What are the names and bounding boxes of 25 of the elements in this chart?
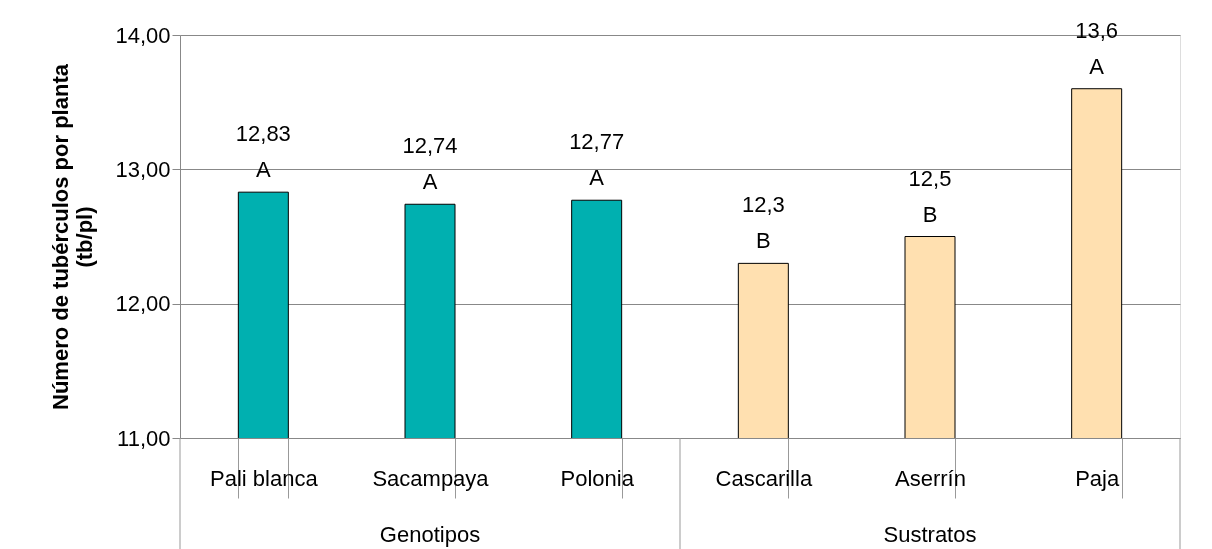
- data-label: 12,74: [402, 133, 458, 159]
- y-axis-title: Número de tubérculos por planta (tb/pl): [48, 63, 98, 410]
- x-tick-label: Pali blanca: [210, 465, 319, 491]
- annotation: A: [422, 169, 438, 195]
- y-tick-label: 11,00: [117, 425, 171, 451]
- y-tick-label: 14,00: [115, 22, 171, 48]
- y-tick-label: 13,00: [115, 156, 171, 182]
- annotation: B: [922, 201, 938, 227]
- x-tick-label: Polonia: [560, 465, 635, 491]
- x-tick-label: Aserrín: [895, 465, 966, 491]
- data-label: 12,83: [235, 121, 291, 147]
- x-tick-label: Cascarilla: [715, 465, 813, 491]
- y-tick-label: 12,00: [115, 291, 171, 317]
- data-label: 12,3: [741, 192, 785, 218]
- annotation: B: [755, 228, 771, 254]
- annotation: A: [589, 165, 605, 191]
- text: Sustratos: [883, 522, 977, 547]
- data-label: 13,6: [1075, 17, 1119, 43]
- x-tick-label: Sacampaya: [372, 465, 490, 491]
- annotation: A: [1089, 53, 1105, 79]
- text: Genotipos: [379, 522, 481, 547]
- annotation: A: [255, 157, 271, 183]
- data-label: 12,77: [569, 129, 625, 155]
- x-tick-label: Paja: [1075, 465, 1120, 491]
- data-label: 12,5: [908, 165, 952, 191]
